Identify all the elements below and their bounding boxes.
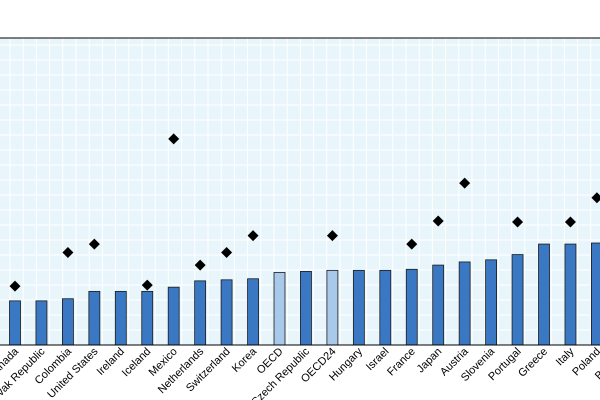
bar-oecd [273, 272, 286, 346]
marker-iceland [141, 279, 153, 291]
marker-italy [564, 216, 576, 228]
marker-austria [459, 177, 471, 189]
bar-greece [538, 243, 550, 346]
x-tick-label: Korea [230, 345, 260, 375]
bar-slovenia [485, 259, 498, 346]
bar-colombia [62, 298, 74, 346]
x-tick-label: Greece [516, 346, 550, 380]
marker-poland [591, 192, 600, 204]
bar-switzerland [220, 279, 233, 346]
marker-france [406, 238, 418, 250]
bar-czech-republic [300, 271, 312, 346]
bar-slovak-republic [35, 300, 48, 346]
marker-korea [247, 230, 259, 242]
bar-united-states [88, 290, 101, 346]
marker-portugal [512, 216, 524, 228]
bar-ireland [114, 290, 127, 346]
bar-korea [247, 278, 259, 346]
x-tick-label: France [385, 346, 418, 379]
bar-oecd24 [326, 269, 339, 346]
bar-netherlands [194, 280, 207, 346]
marker-switzerland [221, 246, 233, 258]
bar-iceland [141, 290, 154, 346]
marker-colombia [62, 246, 74, 258]
marker-oecd24 [326, 230, 338, 242]
marker-netherlands [194, 259, 206, 271]
bar-portugal [511, 254, 524, 346]
marker-japan [432, 215, 444, 227]
bar-france [405, 268, 418, 346]
bar-poland [591, 242, 600, 346]
x-tick-label: Italy [554, 345, 577, 368]
bar-italy [564, 243, 577, 346]
bar-mexico [167, 286, 180, 346]
bar-israel [379, 269, 392, 346]
bar-hungary [352, 269, 365, 346]
x-tick-label: Iceland [120, 346, 154, 380]
marker-united-states [88, 238, 100, 250]
bar-austria [458, 261, 471, 346]
bar-japan [432, 264, 445, 346]
marker-canada [9, 280, 21, 292]
marker-mexico [168, 133, 180, 145]
bar-canada [9, 300, 21, 346]
bar-series [9, 242, 600, 346]
marker-series [9, 133, 600, 292]
